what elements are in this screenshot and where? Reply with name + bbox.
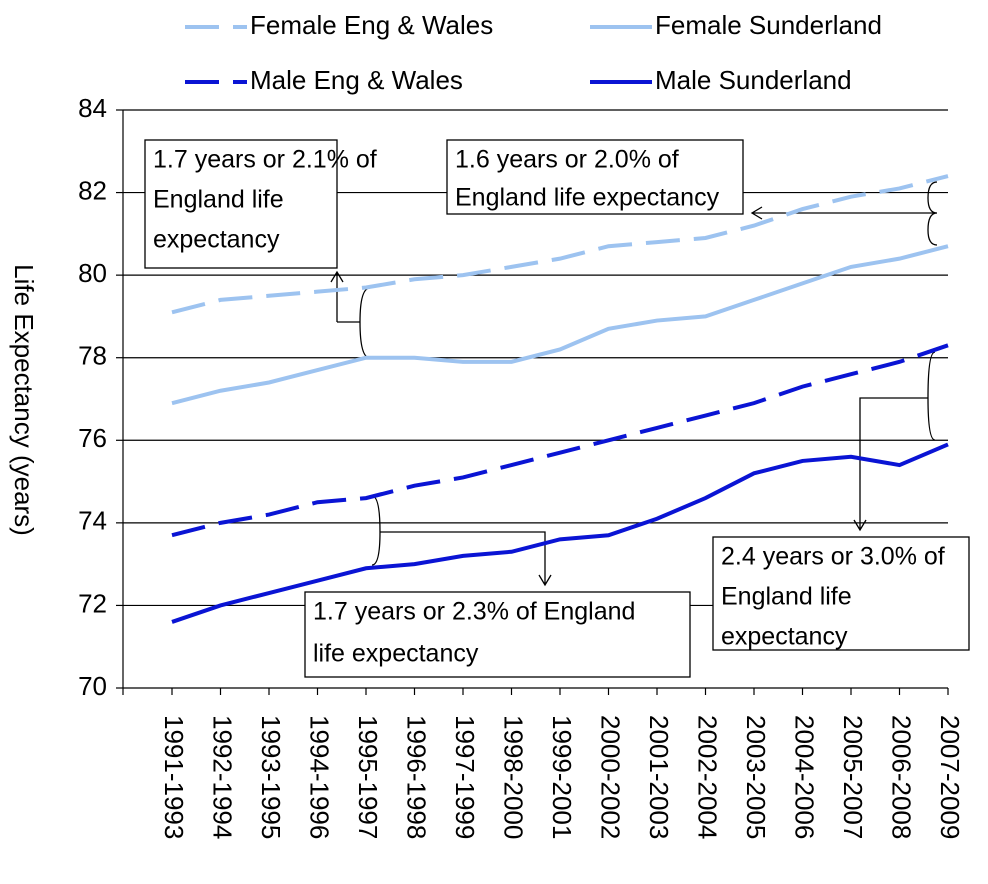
series-line (171, 442, 949, 624)
x-tick-label: 2004-2006 (790, 715, 820, 839)
annotation-box (446, 139, 744, 215)
y-tick-label: 72 (78, 588, 107, 618)
x-tick-label: 2006-2008 (887, 715, 917, 839)
annotation-box (144, 139, 338, 269)
y-tick-label: 74 (78, 506, 107, 536)
annotation-text: 2.4 years or 3.0% of (721, 543, 945, 571)
x-tick-label: 1991-1993 (159, 715, 189, 839)
x-tick-label: 2003-2005 (741, 715, 771, 839)
legend-label: Female Sunderland (655, 10, 882, 40)
x-tick-label: 2000-2002 (596, 715, 626, 839)
annotation-text: expectancy (153, 226, 280, 254)
legend-label: Male Eng & Wales (250, 65, 463, 95)
annotation-text: 1.7 years or 2.3% of England (313, 598, 635, 626)
y-tick-label: 84 (78, 93, 107, 123)
x-tick-label: 1992-1994 (208, 715, 238, 839)
x-tick-label: 1995-1997 (353, 715, 383, 839)
x-tick-label: 1999-2001 (547, 715, 577, 839)
annotation-text: expectancy (721, 623, 848, 651)
annotation-text: life expectancy (313, 640, 479, 668)
x-tick-label: 1996-1998 (402, 715, 432, 839)
series-line (171, 244, 949, 406)
x-tick-label: 1993-1995 (256, 715, 286, 839)
annotation-text: 1.7 years or 2.1% of (153, 146, 377, 174)
series-line (171, 343, 949, 538)
y-axis-title: Life Expectancy (years) (9, 264, 39, 536)
x-tick-label: 2005-2007 (838, 715, 868, 839)
x-tick-label: 1994-1996 (305, 715, 335, 839)
annotation-text: England life (153, 186, 284, 214)
x-tick-label: 2002-2004 (693, 715, 723, 839)
series-line (171, 174, 949, 315)
x-tick-label: 1997-1999 (450, 715, 480, 839)
annotation-text: 1.6 years or 2.0% of (455, 146, 679, 174)
y-tick-label: 70 (78, 671, 107, 701)
y-tick-label: 82 (78, 175, 107, 205)
legend-label: Female Eng & Wales (250, 10, 493, 40)
x-tick-label: 2001-2003 (644, 715, 674, 839)
annotation-text: England life (721, 583, 852, 611)
annotation-box (712, 536, 970, 651)
legend-label: Male Sunderland (655, 65, 852, 95)
x-tick-label: 2007-2009 (935, 715, 965, 839)
annotation-box (304, 591, 691, 678)
y-tick-label: 76 (78, 423, 107, 453)
y-tick-label: 80 (78, 258, 107, 288)
annotation-text: England life expectancy (455, 184, 720, 212)
x-tick-label: 1998-2000 (499, 715, 529, 839)
y-tick-label: 78 (78, 341, 107, 371)
